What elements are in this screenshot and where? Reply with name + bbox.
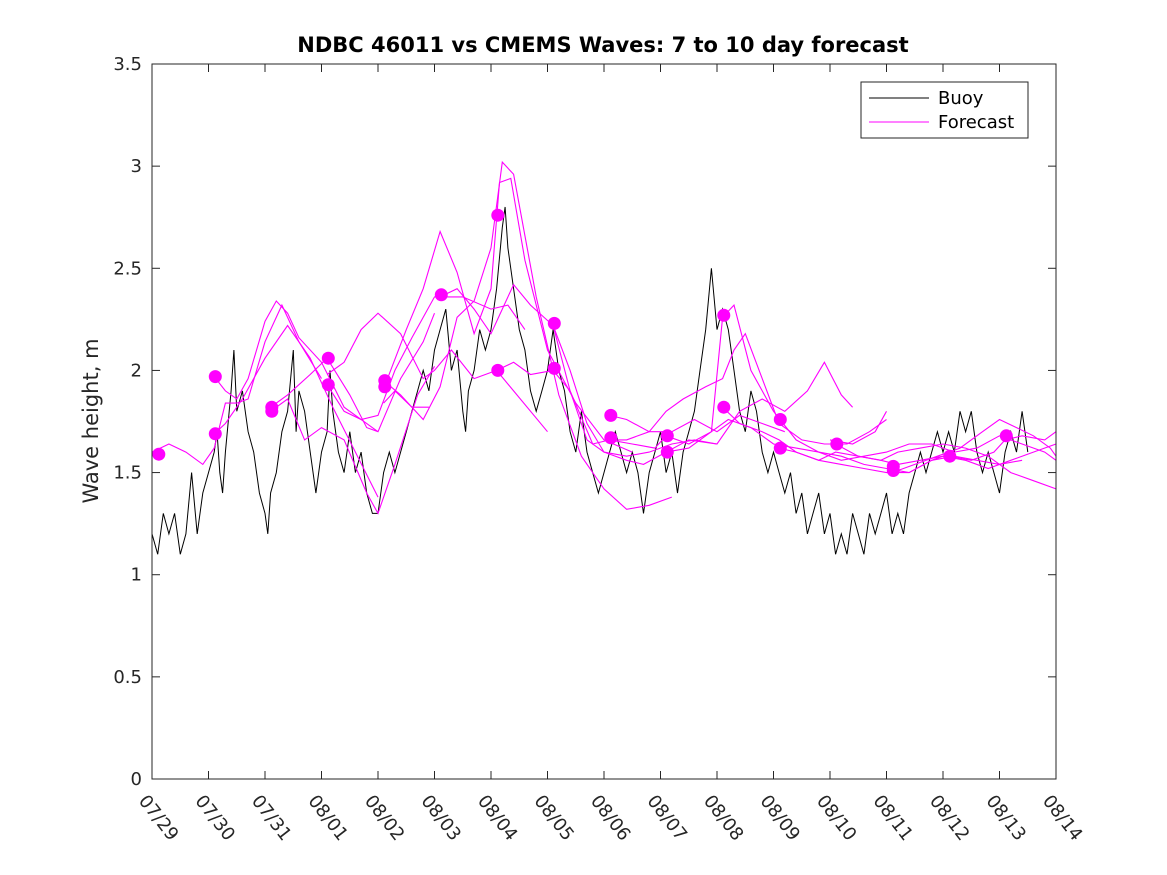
forecast-marker-24 <box>886 464 900 477</box>
forecast-marker-17 <box>660 445 674 459</box>
forecast-marker-11 <box>491 363 505 377</box>
forecast-marker-1 <box>208 370 222 384</box>
y-tick-label-2: 1 <box>131 565 142 586</box>
forecast-marker-2 <box>208 427 222 441</box>
forecast-marker-20 <box>773 413 787 426</box>
y-tick-label-6: 3 <box>131 156 142 177</box>
forecast-line-3 <box>270 312 436 433</box>
forecast-marker-21 <box>773 441 787 455</box>
forecast-line-5 <box>326 296 526 421</box>
y-tick-label-0: 0 <box>131 769 142 790</box>
legend-forecast-label: Forecast <box>938 112 1014 133</box>
y-axis-title: Wave height, m <box>79 338 103 503</box>
forecast-line-11 <box>552 325 854 465</box>
forecast-marker-15 <box>604 431 618 445</box>
forecast-marker-18 <box>717 308 731 322</box>
y-tick-label-4: 2 <box>131 360 142 381</box>
forecast-marker-13 <box>547 361 561 375</box>
y-tick-label-1: 0.5 <box>113 667 142 688</box>
y-tick-label-5: 2.5 <box>113 258 142 279</box>
forecast-line-2 <box>213 324 379 498</box>
forecast-line-17 <box>835 443 1057 470</box>
forecast-marker-19 <box>717 400 731 414</box>
forecast-marker-8 <box>378 380 392 394</box>
forecast-marker-14 <box>604 408 618 422</box>
forecast-line-1 <box>213 300 379 433</box>
forecast-marker-10 <box>491 208 505 222</box>
forecast-marker-6 <box>321 378 335 392</box>
forecast-marker-26 <box>999 429 1013 443</box>
forecast-line-14 <box>666 418 1023 474</box>
y-tick-label-3: 1.5 <box>113 463 142 484</box>
forecast-line-9 <box>439 283 718 457</box>
forecast-line-4 <box>270 366 435 515</box>
forecast-line-0 <box>151 303 322 466</box>
y-tick-label-7: 3.5 <box>113 54 142 75</box>
forecast-marker-4 <box>265 400 279 414</box>
legend-buoy-label: Buoy <box>938 88 984 109</box>
buoy-series-line <box>151 206 1029 555</box>
chart-title: NDBC 46011 vs CMEMS Waves: 7 to 10 day f… <box>297 33 908 57</box>
forecast-marker-25 <box>943 449 957 463</box>
forecast-marker-16 <box>660 429 674 443</box>
forecast-marker-9 <box>434 288 448 302</box>
forecast-marker-5 <box>321 351 335 365</box>
forecast-line-16 <box>778 443 1057 490</box>
forecast-marker-12 <box>547 316 561 330</box>
forecast-line-8 <box>383 160 672 510</box>
forecast-marker-22 <box>830 437 844 451</box>
legend-box <box>860 81 1029 139</box>
legend: Buoy Forecast <box>860 81 1029 139</box>
forecast-marker-0 <box>152 447 166 461</box>
forecast-line-21 <box>383 390 429 408</box>
forecast-line-18 <box>891 418 1057 474</box>
